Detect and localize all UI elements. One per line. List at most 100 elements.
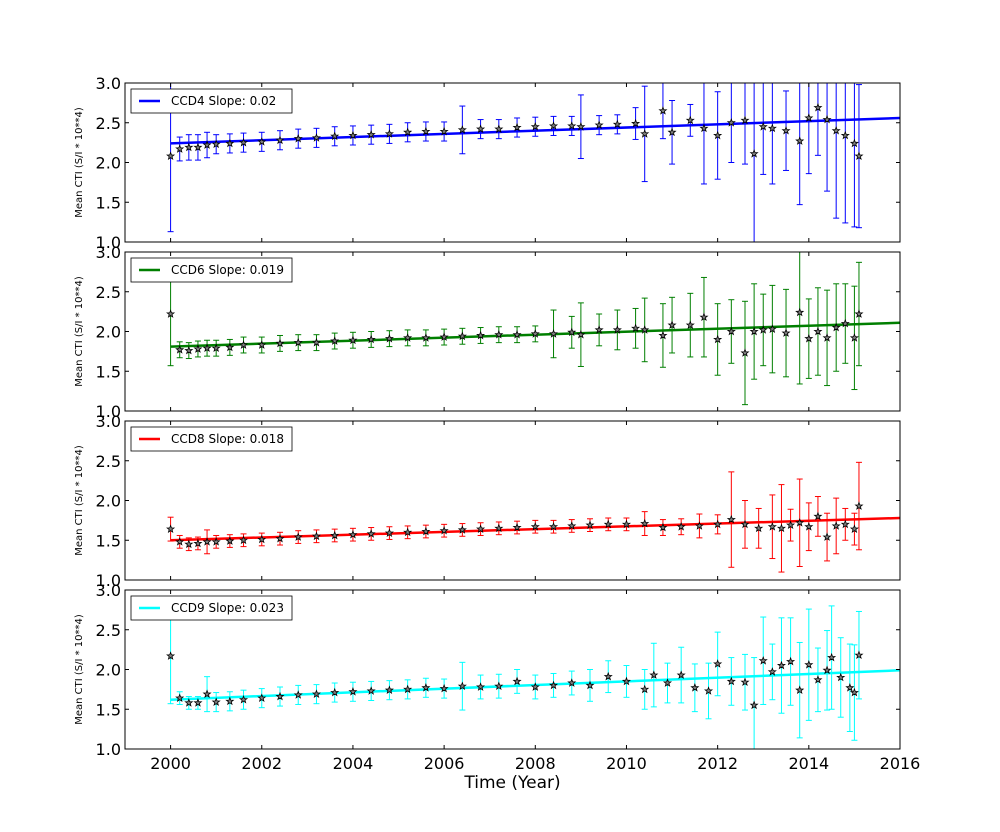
data-point-star [685, 115, 695, 125]
data-point-star [813, 511, 823, 521]
data-point-star [494, 681, 504, 691]
y-axis-label: Mean CTI (S/I * 10**4) [74, 445, 85, 556]
data-point-star [576, 329, 586, 339]
data-point-star [640, 518, 650, 528]
data-point-star [567, 327, 577, 337]
data-point-star [202, 689, 212, 698]
data-point-star [193, 698, 203, 707]
data-point-star [795, 136, 805, 145]
data-point-star [530, 329, 540, 338]
data-point-star [439, 332, 449, 341]
legend-box [130, 257, 293, 283]
data-point-star [854, 151, 864, 160]
data-point-star [667, 127, 677, 137]
data-point-star [421, 526, 431, 536]
data-point-star [439, 525, 449, 535]
data-point-star [193, 538, 203, 548]
y-axis-label: Mean CTI (S/I * 10**4) [74, 107, 85, 218]
y-tick-label: 1.0 [96, 402, 121, 421]
data-point-star [840, 318, 850, 328]
data-point-star [795, 518, 805, 527]
data-point-star [713, 334, 723, 344]
data-point-star [311, 531, 321, 541]
data-point-star [275, 533, 285, 543]
data-point-star [257, 693, 267, 702]
data-point-star [612, 119, 622, 129]
y-axis-label: Mean CTI (S/I * 10**4) [74, 276, 85, 387]
data-point-star [767, 521, 777, 531]
data-point-star [476, 524, 486, 533]
data-point-star [293, 690, 303, 699]
legend: CCD9 Slope: 0.023 [130, 595, 293, 621]
data-point-star [166, 524, 176, 533]
data-point-star [330, 336, 340, 345]
y-tick-label: 3.0 [96, 581, 121, 600]
data-point-star [202, 343, 212, 353]
data-point-star [421, 683, 431, 692]
data-point-star [662, 678, 673, 687]
data-point-star [202, 140, 212, 149]
data-point-star [699, 312, 709, 322]
legend-label: CCD4 Slope: 0.02 [171, 94, 276, 108]
data-point-star [831, 322, 841, 332]
data-point-star [311, 133, 321, 142]
data-point-star [175, 144, 185, 153]
data-point-star [403, 527, 413, 537]
data-point-star [740, 677, 750, 687]
data-point-star [776, 660, 786, 670]
data-point-star [403, 333, 413, 342]
data-point-star [239, 535, 249, 545]
x-axis-label: Time (Year) [463, 773, 560, 793]
y-tick-label: 1.5 [96, 193, 121, 212]
data-point-star [640, 325, 650, 334]
x-tick-label: 2016 [880, 754, 921, 773]
y-tick-label: 2.5 [96, 621, 121, 640]
data-point-star [740, 115, 750, 125]
data-point-star [804, 659, 814, 669]
data-point-star [211, 697, 221, 706]
data-point-star [225, 696, 235, 706]
y-tick-label: 3.0 [96, 243, 121, 262]
data-point-star [849, 333, 859, 342]
data-point-star [530, 682, 540, 691]
panel-plot-area [166, 83, 900, 242]
x-tick-label: 2004 [333, 754, 374, 773]
y-tick-label: 1.0 [96, 233, 121, 252]
data-point-star [749, 326, 759, 336]
data-point-star [494, 329, 504, 339]
data-point-star [612, 325, 622, 334]
data-point-star [749, 700, 759, 710]
y-tick-label: 2.5 [96, 283, 121, 302]
data-point-star [831, 521, 841, 530]
data-point-star [225, 536, 235, 545]
data-point-star [621, 676, 631, 686]
y-tick-label: 1.0 [96, 571, 121, 590]
data-point-star [225, 138, 235, 148]
data-point-star [311, 337, 321, 347]
data-point-star [767, 667, 777, 676]
data-point-star [494, 124, 504, 133]
data-point-star [726, 326, 736, 336]
data-point-star [640, 684, 650, 694]
data-point-star [239, 694, 249, 704]
data-point-star [311, 689, 321, 698]
data-point-star [366, 686, 376, 695]
data-point-star [822, 532, 832, 541]
data-point-star [854, 501, 864, 510]
data-point-star [621, 519, 631, 529]
data-point-star [813, 102, 823, 112]
data-point-star [603, 671, 613, 681]
legend-label: CCD8 Slope: 0.018 [171, 432, 284, 446]
data-point-star [549, 121, 559, 130]
data-point-star [457, 525, 467, 534]
x-tick-label: 2012 [697, 754, 738, 773]
data-point-star [549, 521, 559, 531]
data-point-star [585, 520, 595, 529]
legend: CCD6 Slope: 0.019 [130, 257, 293, 283]
data-point-star [348, 529, 358, 539]
data-point-star [726, 514, 736, 524]
data-point-star [166, 651, 176, 660]
data-point-star [476, 682, 486, 691]
data-point-star [576, 121, 586, 131]
data-point-star [348, 687, 358, 696]
